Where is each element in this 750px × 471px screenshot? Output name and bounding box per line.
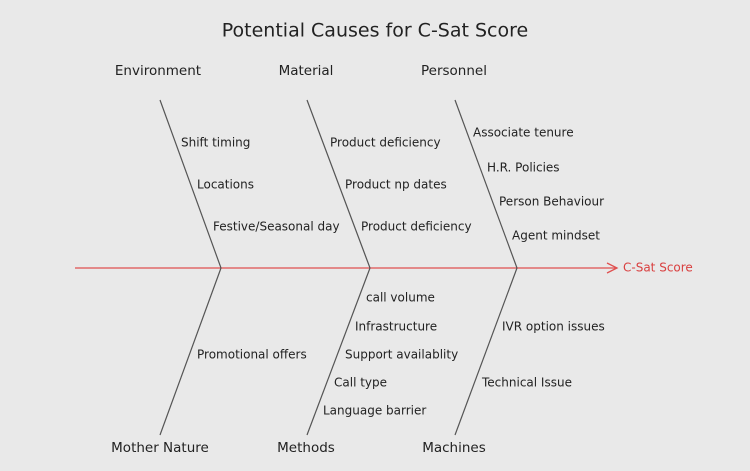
cause: Product deficiency (330, 136, 441, 150)
bone (306, 267, 371, 436)
title: Potential Causes for C-Sat Score (222, 20, 528, 42)
cause: Shift timing (181, 136, 250, 150)
bone (454, 267, 518, 436)
category-label: Mother Nature (111, 440, 209, 456)
cause: Language barrier (323, 404, 426, 418)
cause: Agent mindset (512, 229, 600, 243)
bone (159, 267, 222, 436)
bone (306, 99, 371, 269)
cause: call volume (366, 291, 435, 305)
cause: Product np dates (345, 178, 447, 192)
cause: Festive/Seasonal day (213, 220, 340, 234)
effect-label: C-Sat Score (623, 261, 693, 275)
bone (159, 99, 222, 269)
cause: Call type (334, 376, 387, 390)
cause: Locations (197, 178, 254, 192)
category-label: Personnel (421, 63, 487, 79)
cause: Promotional offers (197, 348, 307, 362)
bone (454, 99, 518, 269)
spine-arrow (606, 262, 619, 274)
cause: IVR option issues (502, 320, 605, 334)
cause: Infrastructure (355, 320, 437, 334)
category-label: Methods (277, 440, 335, 456)
cause: Technical Issue (481, 376, 572, 390)
cause: Product deficiency (361, 220, 472, 234)
cause: Associate tenure (473, 126, 574, 140)
cause: Support availablity (345, 348, 458, 362)
cause: Person Behaviour (499, 195, 604, 209)
bones (159, 99, 518, 436)
category-label: Environment (115, 63, 201, 79)
cause: H.R. Policies (487, 161, 560, 175)
category-label: Material (279, 63, 334, 79)
category-label: Machines (422, 440, 486, 456)
